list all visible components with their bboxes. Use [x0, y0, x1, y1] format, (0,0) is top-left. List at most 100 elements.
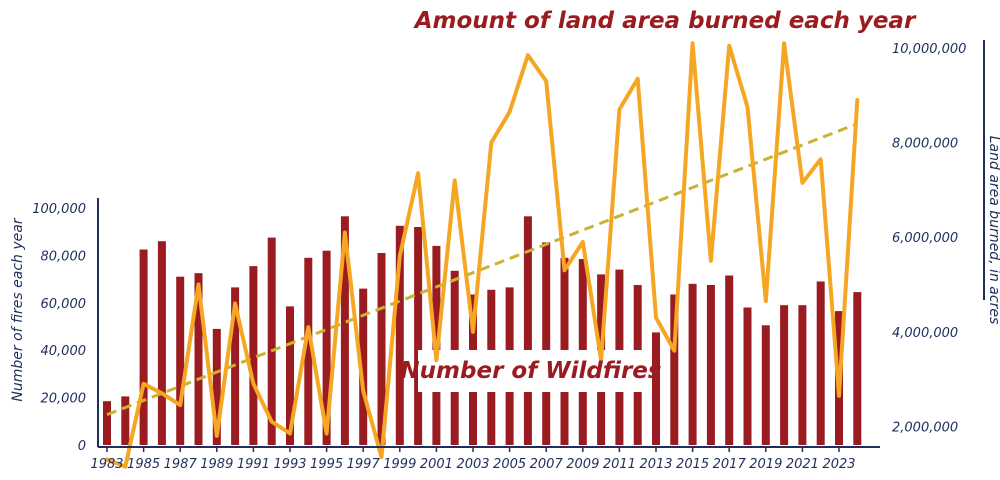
bar-2021: [798, 305, 807, 445]
x-tick-label: 2009: [566, 457, 599, 472]
bar-2014: [670, 294, 679, 445]
area-point-2021: [800, 181, 804, 185]
bar-2020: [780, 305, 789, 445]
area-point-2012: [636, 77, 640, 81]
area-point-2010: [599, 358, 603, 362]
chart-texts: 0 20,000 40,000 60,000 80,000 100,000 2,000,00…: [10, 8, 1000, 472]
bar-1989: [212, 328, 221, 445]
area-point-1987: [178, 403, 182, 407]
bar-1987: [176, 276, 185, 445]
area-point-1985: [142, 382, 146, 386]
left-tick-label: 60,000: [41, 297, 87, 312]
area-point-1983: [105, 458, 109, 461]
area-point-2002: [453, 178, 457, 182]
x-tick-label: 2021: [786, 457, 819, 472]
bar-1997: [359, 288, 368, 445]
left-tick-label: 0: [78, 439, 86, 454]
area-point-2024: [855, 98, 859, 102]
left-tick-label: 20,000: [41, 392, 87, 407]
x-tick-label: 1985: [127, 457, 160, 472]
area-point-1994: [306, 325, 310, 329]
left-axis-title: Number of fires each year: [10, 217, 26, 401]
bar-label-backdrop: [418, 350, 646, 392]
x-tick-label: 1997: [347, 457, 381, 472]
area-point-1995: [325, 432, 329, 435]
area-point-2007: [544, 79, 548, 83]
area-point-2003: [471, 330, 475, 334]
area-point-2019: [764, 299, 768, 303]
area-point-2020: [782, 41, 786, 45]
area-point-1996: [343, 231, 347, 234]
area-point-1999: [398, 254, 402, 258]
area-point-2011: [617, 108, 621, 111]
trend-line: [106, 122, 858, 416]
area-point-2008: [563, 268, 566, 272]
bar-1992: [267, 237, 276, 445]
x-tick-label: 2015: [676, 457, 709, 472]
bar-2016: [706, 285, 715, 445]
x-tick-label: 1991: [237, 457, 270, 472]
area-point-1989: [215, 434, 219, 438]
x-tick-label: 2005: [493, 457, 526, 472]
area-point-2018: [746, 105, 749, 109]
area-line-group: [105, 41, 860, 469]
area-point-1986: [160, 391, 164, 395]
area-point-2005: [508, 110, 512, 114]
right-tick-label: 10,000,000: [892, 42, 966, 57]
x-tick-label: 2001: [420, 457, 453, 472]
right-tick-label: 2,000,000: [892, 420, 958, 435]
bar-2018: [743, 307, 752, 445]
bar-series-label: Number of Wildfires: [400, 358, 661, 384]
area-point-2004: [489, 141, 493, 145]
area-point-2016: [709, 259, 713, 263]
area-point-2006: [526, 53, 530, 57]
area-point-1997: [361, 389, 365, 393]
bar-2013: [652, 332, 660, 445]
area-point-2015: [691, 41, 695, 45]
x-tick-label: 1983: [90, 457, 123, 472]
x-tick-label: 1995: [310, 457, 343, 472]
left-tick-label: 40,000: [41, 344, 87, 359]
x-tick-label: 2023: [822, 457, 855, 472]
bar-2015: [688, 283, 697, 445]
trend-line-group: [106, 122, 858, 416]
bar-1988: [194, 273, 203, 445]
x-tick-label: 2013: [639, 457, 672, 472]
area-point-2023: [837, 394, 841, 398]
right-axis-title: Land area burned, in acres: [986, 136, 1000, 325]
area-point-1990: [233, 301, 237, 305]
area-point-2022: [819, 157, 823, 161]
x-tick-label: 2007: [530, 457, 564, 472]
area-point-1992: [270, 420, 274, 424]
area-point-2013: [654, 316, 658, 320]
bar-2024: [853, 292, 862, 445]
bar-1996: [340, 216, 349, 445]
right-tick-label: 6,000,000: [892, 231, 958, 246]
bar-1998: [377, 253, 386, 445]
area-point-1998: [380, 455, 383, 459]
right-tick-label: 4,000,000: [892, 326, 958, 341]
x-tick-label: 1993: [273, 457, 306, 472]
x-tick-label: 2003: [456, 457, 489, 472]
bar-label-background: [418, 350, 646, 392]
bar-1991: [249, 266, 258, 445]
left-tick-label: 100,000: [32, 202, 86, 217]
bar-2019: [761, 325, 770, 445]
x-tick-label: 2019: [749, 457, 782, 472]
area-point-1984: [123, 465, 127, 469]
left-tick-label: 80,000: [41, 249, 87, 264]
area-point-1993: [288, 432, 292, 435]
x-tick-label: 1987: [164, 457, 198, 472]
axes: [97, 40, 985, 452]
bar-1993: [286, 306, 294, 445]
x-tick-label: 1999: [383, 457, 416, 472]
area-burned-line: [105, 41, 860, 469]
area-point-2001: [434, 358, 438, 362]
bar-1986: [157, 241, 166, 445]
x-tick-label: 1989: [200, 457, 233, 472]
right-tick-label: 8,000,000: [892, 137, 958, 152]
area-point-2000: [416, 171, 420, 175]
bar-1985: [139, 249, 148, 445]
area-point-2009: [581, 240, 585, 244]
